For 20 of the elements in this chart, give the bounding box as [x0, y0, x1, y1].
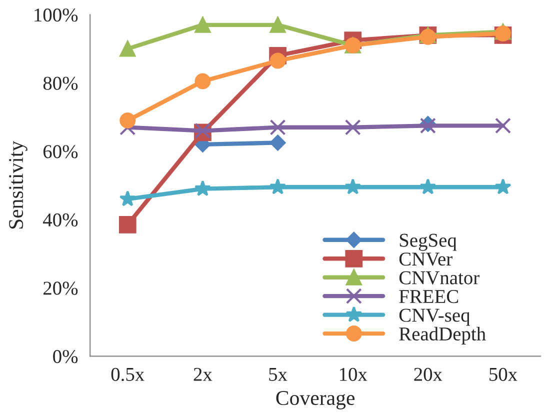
x-tick-label: 0.5x [111, 368, 144, 382]
x-tick-label: 10x [340, 368, 368, 381]
y-tick-label: 40% [43, 213, 78, 227]
x-axis-title: Coverage [276, 391, 355, 410]
legend-label: ReadDepth [399, 326, 486, 344]
x-tick-label: 50x [490, 368, 518, 381]
x-tick-label: 2x [194, 368, 212, 381]
legend-label: SegSeq [400, 234, 457, 251]
y-tick-label: 80% [43, 76, 78, 90]
y-tick-label: 60% [43, 145, 78, 158]
y-tick-label: 0% [53, 350, 78, 364]
legend-label: FREEC [399, 290, 458, 304]
legend-label: CNV-seq [399, 308, 470, 326]
legend-label: CNVer [399, 252, 452, 266]
y-tick-label: 20% [43, 282, 78, 295]
y-axis-title: Sensitivity [9, 140, 28, 229]
legend-label: CNVnator [399, 271, 480, 284]
x-tick-label: 5x [269, 368, 288, 381]
y-tick-label: 100% [34, 8, 78, 22]
x-tick-label: 20x [414, 368, 442, 381]
